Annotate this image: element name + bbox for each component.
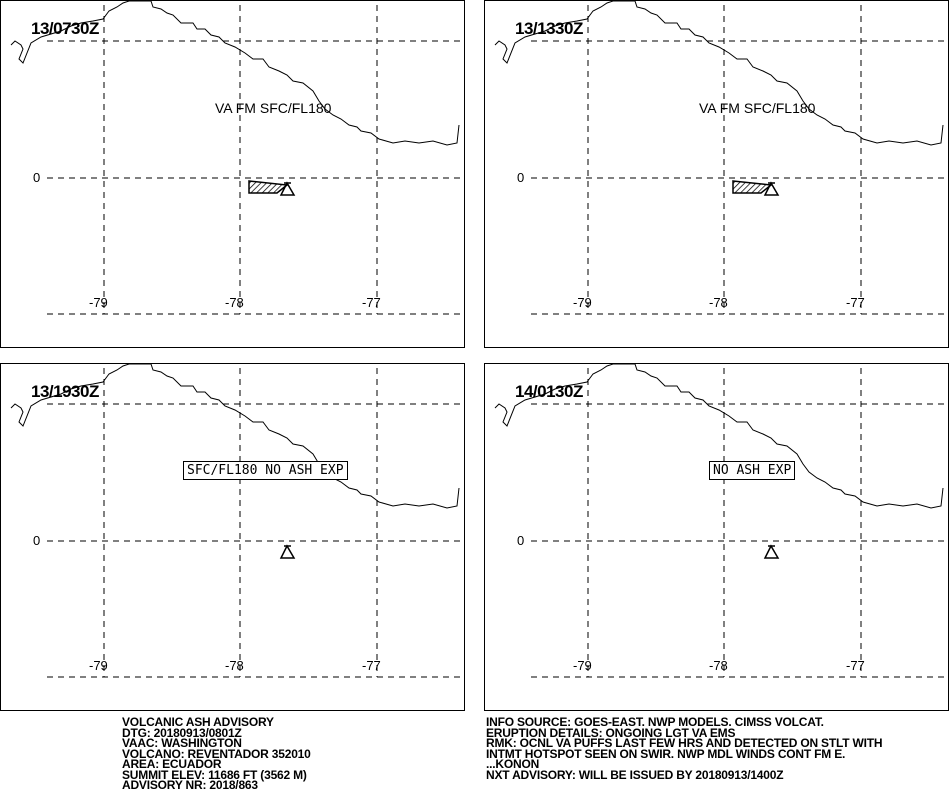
advisory-left: VOLCANIC ASH ADVISORY DTG: 20180913/0801Z…: [122, 715, 311, 792]
ash-label: NO ASH EXP: [709, 461, 796, 480]
panel-2: 13/1330Z VA FM SFC/FL180 0 -79 -78 -77: [484, 0, 949, 348]
panel-valid-time: 14/0130Z: [515, 382, 583, 401]
ash-label: SFC/FL180 NO ASH EXP: [183, 461, 348, 480]
advisory-line: INTMT HOTSPOT SEEN ON SWIR. NWP MDL WIND…: [486, 746, 846, 761]
map-canvas: [494, 364, 947, 678]
advisory-line: VAAC: WASHINGTON: [122, 736, 242, 750]
panel-valid-time: 13/1330Z: [515, 19, 583, 38]
longitude-label: -77: [362, 295, 381, 310]
coastline-line: [10, 364, 460, 509]
advisory-line: ERUPTION DETAILS: ONGOING LGT VA EMS: [486, 725, 736, 740]
latitude-label: 0: [33, 533, 41, 548]
panel-valid-time: 13/1930Z: [31, 382, 99, 401]
volcano-triangle-icon: [279, 181, 296, 196]
map-canvas: [10, 1, 463, 315]
latitude-label: 0: [517, 170, 525, 185]
longitude-label: -78: [225, 658, 244, 673]
longitude-label: -79: [573, 658, 592, 673]
longitude-label: -78: [225, 295, 244, 310]
advisory-line: VOLCANIC ASH ADVISORY: [122, 715, 274, 729]
panel-1: 13/0730Z VA FM SFC/FL180 0 -79 -78 -77: [0, 0, 465, 348]
panel-valid-time: 13/0730Z: [31, 19, 99, 38]
panel-4: 14/0130Z NO ASH EXP 0 -79 -78 -77: [484, 363, 949, 711]
volcano-triangle-icon: [763, 544, 780, 559]
ash-polygon: [732, 180, 773, 194]
ash-label: VA FM SFC/FL180: [215, 100, 332, 116]
advisory-line: DTG: 20180913/0801Z: [122, 725, 242, 740]
advisory-line: NXT ADVISORY: WILL BE ISSUED BY 20180913…: [486, 767, 784, 782]
panel-3: 13/1930Z SFC/FL180 NO ASH EXP 0 -79 -78 -77: [0, 363, 465, 711]
volcano-triangle-icon: [279, 544, 296, 559]
coastline-line: [10, 1, 460, 146]
advisory-line: RMK: OCNL VA PUFFS LAST FEW HRS AND DETE…: [486, 736, 883, 750]
advisory-line: ...KONON: [486, 757, 540, 771]
longitude-label: -77: [846, 658, 865, 673]
longitude-label: -79: [89, 295, 108, 310]
map-canvas: [494, 1, 947, 315]
longitude-label: -77: [846, 295, 865, 310]
longitude-label: -79: [89, 658, 108, 673]
advisory-line: VOLCANO: REVENTADOR 352010: [122, 746, 311, 761]
advisory-line: SUMMIT ELEV: 11686 FT (3562 M): [122, 767, 307, 782]
map-canvas: [10, 364, 463, 678]
longitude-label: -78: [709, 658, 728, 673]
longitude-label: -79: [573, 295, 592, 310]
advisory-line: AREA: ECUADOR: [122, 757, 222, 771]
latitude-label: 0: [33, 170, 41, 185]
coastline-line: [494, 1, 944, 146]
volcano-triangle-icon: [763, 181, 780, 196]
longitude-label: -78: [709, 295, 728, 310]
advisory-line: INFO SOURCE: GOES-EAST. NWP MODELS. CIMS…: [486, 715, 824, 729]
ash-polygon: [248, 180, 289, 194]
ash-label: VA FM SFC/FL180: [699, 100, 816, 116]
longitude-label: -77: [362, 658, 381, 673]
latitude-label: 0: [517, 533, 525, 548]
advisory-line: ADVISORY NR: 2018/863: [122, 778, 258, 792]
advisory-right: INFO SOURCE: GOES-EAST. NWP MODELS. CIMS…: [486, 715, 883, 782]
coastline-line: [494, 364, 944, 509]
